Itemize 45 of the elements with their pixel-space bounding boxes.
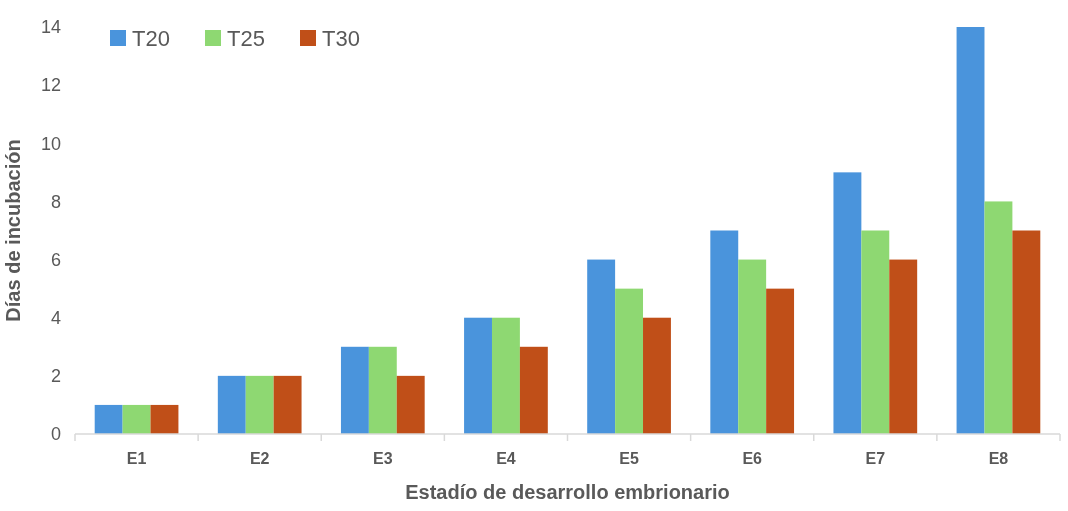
x-tick-label: E2 xyxy=(249,450,270,467)
bar xyxy=(710,230,739,434)
y-axis-title: Días de incubación xyxy=(2,139,24,322)
y-tick-label: 2 xyxy=(50,366,61,387)
bar xyxy=(1012,230,1041,434)
bar xyxy=(833,172,862,434)
y-tick-label: 0 xyxy=(50,424,61,445)
bar xyxy=(984,201,1013,434)
bar xyxy=(368,346,397,434)
bar xyxy=(94,404,123,434)
y-tick-label: 14 xyxy=(40,17,61,38)
y-tick-label: 8 xyxy=(50,191,61,212)
bar xyxy=(519,346,548,434)
x-tick-label: E4 xyxy=(496,450,516,467)
bar xyxy=(273,375,302,434)
y-tick-label: 4 xyxy=(50,308,61,329)
bar xyxy=(245,375,274,434)
bar xyxy=(150,404,179,434)
y-tick-label: 10 xyxy=(40,133,61,154)
bar xyxy=(615,288,644,434)
y-tick-label: 12 xyxy=(40,75,61,96)
bar xyxy=(861,230,890,434)
bar xyxy=(738,259,767,434)
x-tick-label: E3 xyxy=(373,450,393,467)
bar xyxy=(464,317,492,434)
x-tick-label: E8 xyxy=(988,450,1009,467)
bar xyxy=(643,317,671,434)
bar xyxy=(396,375,425,434)
bar xyxy=(587,259,616,434)
x-tick-label: E5 xyxy=(619,450,639,467)
bar xyxy=(491,317,520,434)
x-tick-label: E6 xyxy=(742,450,763,467)
legend-label: T20 xyxy=(132,25,170,51)
legend-label: T30 xyxy=(322,25,360,51)
bar xyxy=(956,27,985,434)
x-tick-label: E7 xyxy=(865,450,886,467)
bar xyxy=(766,288,795,434)
bar xyxy=(889,259,918,434)
legend-label: T25 xyxy=(227,25,265,51)
bar xyxy=(217,375,246,434)
bar xyxy=(340,346,369,434)
y-tick-label: 6 xyxy=(50,249,61,270)
x-tick-label: E1 xyxy=(126,450,147,467)
bar xyxy=(122,404,151,434)
x-axis-title: Estadío de desarrollo embrionario xyxy=(405,481,730,503)
